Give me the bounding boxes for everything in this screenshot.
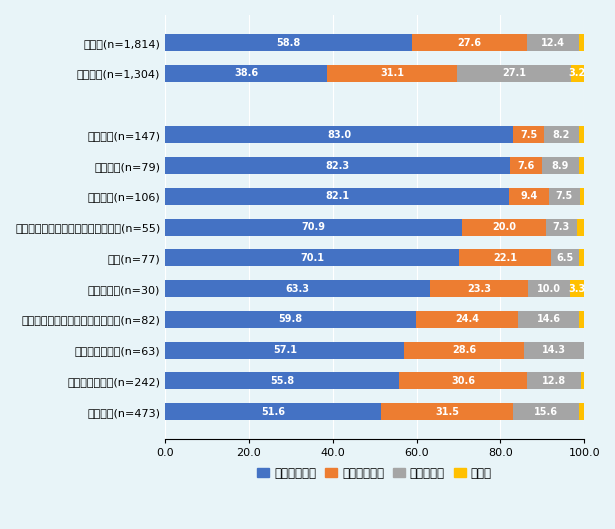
Bar — [528, 280, 570, 297]
Bar — [542, 157, 579, 174]
Bar — [570, 280, 584, 297]
Text: 70.9: 70.9 — [302, 222, 326, 232]
Bar — [510, 157, 542, 174]
Bar — [579, 126, 585, 143]
Text: 24.4: 24.4 — [455, 314, 479, 324]
Bar — [552, 250, 579, 266]
Bar — [524, 342, 584, 359]
Bar — [579, 157, 585, 174]
Bar — [527, 372, 581, 389]
Text: 22.1: 22.1 — [493, 253, 517, 263]
Bar — [462, 218, 546, 235]
Bar — [411, 34, 527, 51]
Text: 7.5: 7.5 — [556, 191, 573, 202]
Text: 30.6: 30.6 — [451, 376, 475, 386]
Text: 8.9: 8.9 — [552, 161, 569, 171]
Text: 28.6: 28.6 — [452, 345, 477, 355]
Text: 82.3: 82.3 — [325, 161, 349, 171]
Bar — [509, 188, 549, 205]
Bar — [165, 342, 405, 359]
Text: 9.4: 9.4 — [520, 191, 538, 202]
Text: 3.2: 3.2 — [569, 68, 586, 78]
Text: 10.0: 10.0 — [537, 284, 561, 294]
Text: 23.3: 23.3 — [467, 284, 491, 294]
Bar — [514, 403, 579, 420]
Text: 38.6: 38.6 — [234, 68, 258, 78]
Bar — [457, 65, 571, 82]
Text: 7.6: 7.6 — [517, 161, 534, 171]
Bar — [381, 403, 514, 420]
Text: 58.8: 58.8 — [276, 38, 301, 48]
Bar — [165, 218, 462, 235]
Bar — [579, 250, 584, 266]
Bar — [165, 372, 399, 389]
Bar — [416, 311, 518, 328]
Text: 55.8: 55.8 — [270, 376, 294, 386]
Bar — [544, 126, 579, 143]
Bar — [327, 65, 457, 82]
Bar — [513, 126, 544, 143]
Bar — [165, 34, 411, 51]
Bar — [165, 403, 381, 420]
Text: 7.3: 7.3 — [553, 222, 570, 232]
Text: 14.6: 14.6 — [536, 314, 560, 324]
Text: 15.6: 15.6 — [534, 407, 558, 416]
Text: 51.6: 51.6 — [261, 407, 285, 416]
Text: 70.1: 70.1 — [300, 253, 324, 263]
Bar — [579, 403, 584, 420]
Text: 59.8: 59.8 — [279, 314, 303, 324]
Bar — [165, 65, 327, 82]
Text: 27.1: 27.1 — [502, 68, 526, 78]
Bar — [581, 372, 584, 389]
Text: 57.1: 57.1 — [273, 345, 297, 355]
Text: 31.1: 31.1 — [380, 68, 404, 78]
Bar — [165, 280, 430, 297]
Text: 12.8: 12.8 — [542, 376, 566, 386]
Text: 3.3: 3.3 — [568, 284, 585, 294]
Bar — [580, 188, 584, 205]
Text: 27.6: 27.6 — [458, 38, 482, 48]
Text: 63.3: 63.3 — [286, 284, 310, 294]
Text: 14.3: 14.3 — [542, 345, 566, 355]
Legend: 不足感がある, 不足感はない, わからない, 無回答: 不足感がある, 不足感はない, わからない, 無回答 — [253, 462, 496, 484]
Bar — [430, 280, 528, 297]
Bar — [579, 34, 584, 51]
Bar — [459, 250, 552, 266]
Bar — [579, 311, 584, 328]
Text: 20.0: 20.0 — [492, 222, 516, 232]
Text: 7.5: 7.5 — [520, 130, 538, 140]
Text: 31.5: 31.5 — [435, 407, 459, 416]
Text: 82.1: 82.1 — [325, 191, 349, 202]
Bar — [165, 250, 459, 266]
Text: 8.2: 8.2 — [553, 130, 570, 140]
Bar — [546, 218, 577, 235]
Bar — [518, 311, 579, 328]
Bar — [571, 65, 584, 82]
Bar — [399, 372, 527, 389]
Bar — [165, 311, 416, 328]
Bar — [577, 218, 584, 235]
Bar — [549, 188, 580, 205]
Bar — [165, 157, 510, 174]
Text: 83.0: 83.0 — [327, 130, 351, 140]
Bar — [527, 34, 579, 51]
Bar — [405, 342, 524, 359]
Bar — [165, 188, 509, 205]
Text: 12.4: 12.4 — [541, 38, 565, 48]
Text: 6.5: 6.5 — [557, 253, 574, 263]
Bar — [165, 126, 513, 143]
